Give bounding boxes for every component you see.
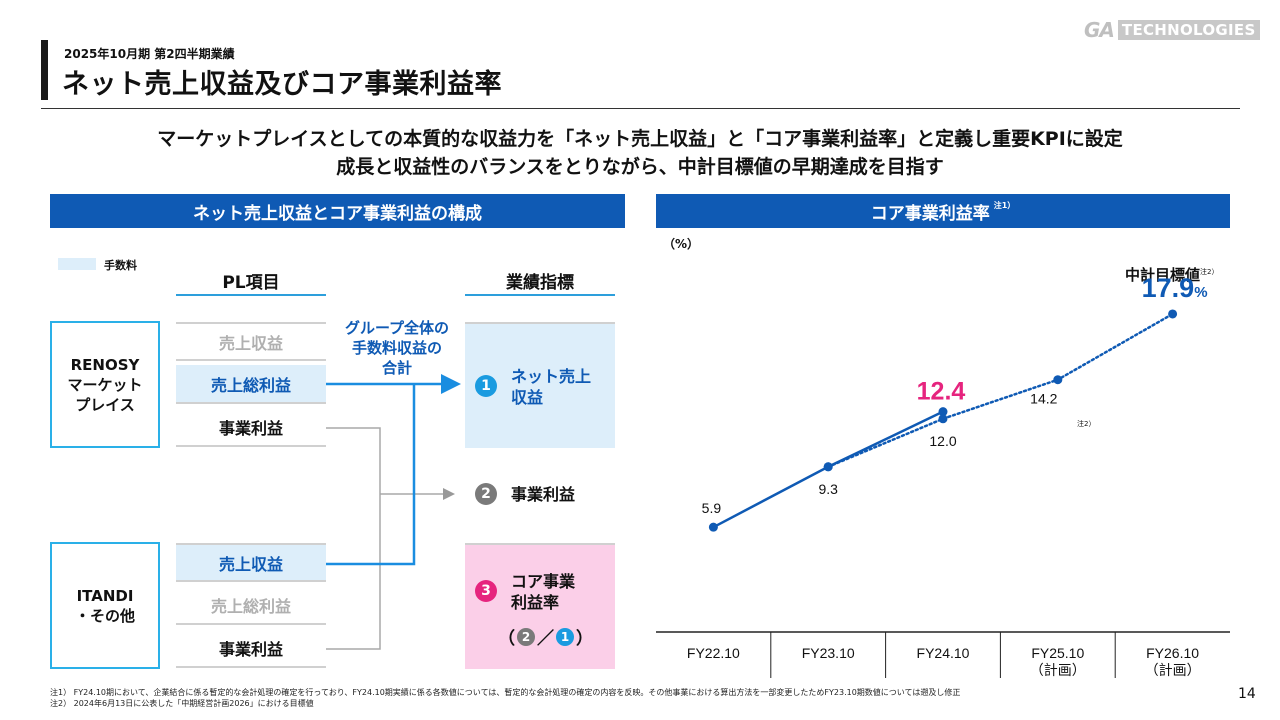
page-title: ネット売上収益及びコア事業利益率 [62, 69, 502, 100]
target-footnote-mark: 注2） [1200, 268, 1219, 276]
segment-itandi-line2: ・その他 [74, 606, 135, 625]
pl-column-header: PL項目 [222, 273, 280, 293]
segment-renosy-line2: マーケット [67, 375, 143, 394]
group-note-line3: 合計 [381, 359, 412, 377]
lead-line-1: マーケットプレイスとしての本質的な収益力を「ネット売上収益」と「コア事業利益率」… [157, 128, 1123, 150]
kpi-business-profit-label: 事業利益 [511, 485, 576, 504]
data-point [823, 462, 833, 472]
segment-itandi-line1: ITANDI [76, 586, 134, 605]
kpi-net-revenue-label: ネット売上 収益 [511, 366, 591, 408]
x-tick-sublabel: （計画） [1030, 663, 1086, 679]
pl-renosy-revenue: 売上収益 [176, 322, 326, 361]
header-divider [41, 108, 1240, 109]
segment-renosy-line1: RENOSY [70, 355, 140, 374]
x-tick-label: FY24.10 [917, 645, 970, 661]
footnote-2: 注2） 2024年6月13日に公表した「中期経営計画2026」における目標値 [50, 699, 314, 708]
title-accent-bar [41, 40, 48, 100]
kpi-column-header: 業績指標 [506, 273, 574, 293]
page-subtitle: 2025年10月期 第2四半期業績 [64, 47, 235, 61]
data-label: 12.0 [929, 433, 956, 449]
data-point [938, 407, 948, 417]
target-label: 中計目標値注2） [1125, 264, 1218, 285]
kpi-core-margin-label: コア事業 利益率 [511, 571, 575, 613]
data-label-target: 17.9% [1142, 273, 1208, 303]
kpi-3-line1: コア事業 [511, 572, 576, 591]
x-tick-sublabel: （計画） [1145, 663, 1201, 679]
group-note-line1: グループ全体の [344, 319, 450, 337]
segment-renosy: RENOSY マーケット プレイス [50, 321, 160, 448]
group-fee-note: グループ全体の 手数料収益の 合計 [330, 318, 464, 378]
left-section-heading-text: ネット売上収益とコア事業利益の構成 [193, 203, 482, 224]
logo-technologies: TECHNOLOGIES [1117, 20, 1260, 40]
core-margin-chart: FY22.10 FY23.10 FY24.10 FY25.10 （計画） FY26.10 （… [656, 273, 1230, 679]
footnote-1: 注1） FY24.10期において、企業結合に係る暫定的な会計処理の確定を行ってお… [50, 688, 961, 697]
point-footnote-mark: 注2） [1077, 420, 1096, 428]
x-tick-label: FY22.10 [687, 645, 740, 661]
data-point [1053, 375, 1063, 385]
segment-renosy-line3: プレイス [75, 395, 135, 414]
core-margin-formula: （ 2 ／ 1 ） [498, 624, 593, 649]
formula-slash: ／ [537, 629, 554, 649]
kpi-badge-3: 3 [475, 580, 497, 602]
target-label-text: 中計目標値 [1125, 266, 1201, 284]
chart-unit-label: （%） [663, 237, 700, 251]
kpi-column-rule [465, 294, 615, 296]
right-section-heading-text: コア事業利益率 [870, 203, 990, 224]
right-section-heading: コア事業利益率 注1） [656, 194, 1230, 228]
company-logo: GA TECHNOLOGIES [1084, 18, 1260, 42]
formula-open: （ [498, 629, 515, 649]
plan-series-line [826, 312, 1174, 469]
heading-footnote-mark: 注1） [993, 200, 1016, 210]
legend-swatch [58, 258, 96, 270]
data-label: 9.3 [818, 481, 838, 497]
pl-renosy-gross-profit: 売上総利益 [176, 365, 326, 404]
pl-renosy-business-profit: 事業利益 [176, 408, 326, 447]
x-tick-label: FY23.10 [802, 645, 855, 661]
data-label: 5.9 [702, 500, 722, 516]
formula-badge-2: 2 [517, 627, 535, 646]
x-tick-label: FY25.10 [1031, 645, 1084, 661]
kpi-3-line2: 利益率 [511, 593, 560, 612]
legend-label: 手数料 [104, 259, 137, 272]
kpi-net-revenue-box: 1 ネット売上 収益 [465, 322, 615, 448]
pl-itandi-business-profit: 事業利益 [176, 629, 326, 668]
kpi-badge-2: 2 [475, 483, 497, 505]
formula-badge-1: 1 [556, 627, 574, 646]
data-label: 14.2 [1030, 391, 1057, 407]
x-tick-label: FY26.10 [1146, 645, 1199, 661]
lead-line-2: 成長と収益性のバランスをとりながら、中計目標値の早期達成を目指す [336, 156, 944, 178]
kpi-1-line2: 収益 [511, 388, 544, 407]
kpi-1-line1: ネット売上 [511, 367, 592, 386]
pl-itandi-gross-profit: 売上総利益 [176, 586, 326, 625]
pl-column-rule [176, 294, 326, 296]
flow-connectors [326, 374, 461, 650]
kpi-core-margin-box: 3 コア事業 利益率 [465, 543, 615, 669]
group-note-line2: 手数料収益の [351, 339, 442, 357]
data-label-highlight: 12.4 [917, 378, 966, 406]
logo-ga: GA [1084, 18, 1115, 42]
data-point [938, 414, 948, 424]
kpi-badge-1: 1 [475, 375, 497, 397]
left-section-heading: ネット売上収益とコア事業利益の構成 [50, 194, 625, 228]
segment-itandi: ITANDI ・その他 [50, 542, 160, 669]
formula-close: ） [576, 629, 593, 649]
data-point [1168, 309, 1178, 319]
pl-itandi-revenue: 売上収益 [176, 543, 326, 582]
page-number: 14 [1238, 686, 1256, 702]
data-point [708, 522, 718, 532]
